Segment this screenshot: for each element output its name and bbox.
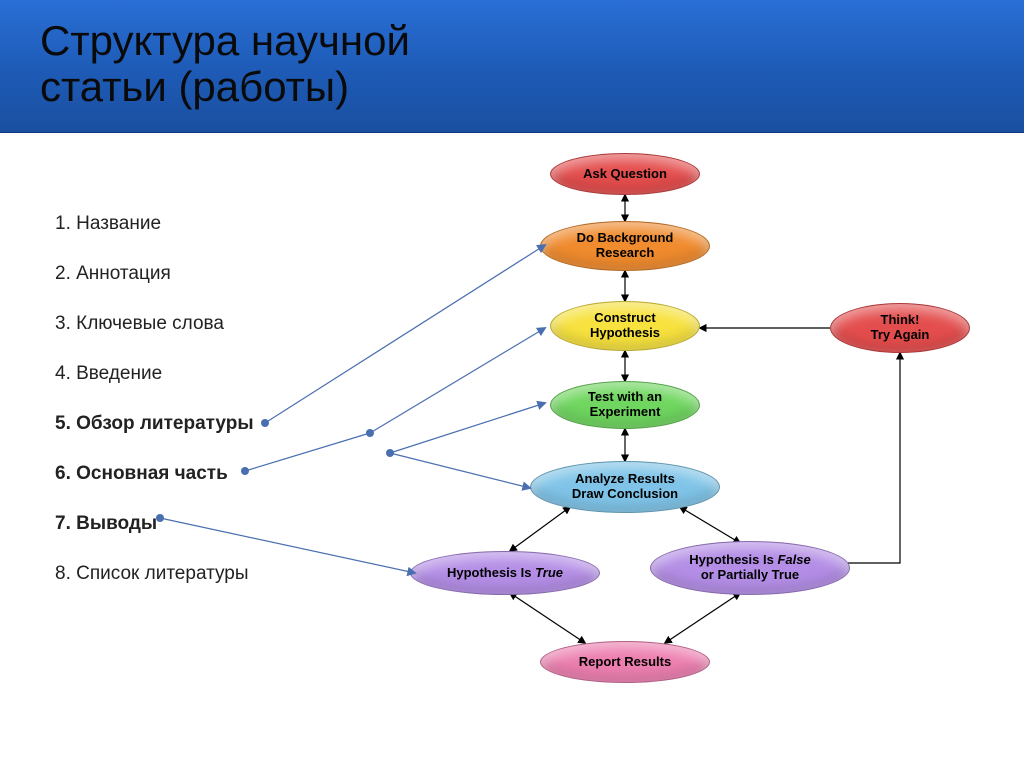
node-label: Analyze ResultsDraw Conclusion — [539, 472, 711, 502]
title-line-2: статьи (работы) — [40, 63, 349, 110]
title-line-1: Структура научной — [40, 17, 410, 64]
list-item-2: 2. Аннотация — [55, 263, 355, 285]
node-hypo: ConstructHypothesis — [550, 301, 700, 351]
slide-header: Структура научной статьи (работы) — [0, 0, 1024, 133]
node-false: Hypothesis Is Falseor Partially True — [650, 541, 850, 595]
list-item-3: 3. Ключевые слова — [55, 313, 355, 335]
node-label: Hypothesis Is True — [419, 566, 591, 581]
list-item-8: 8. Список литературы — [55, 563, 355, 585]
node-analyze: Analyze ResultsDraw Conclusion — [530, 461, 720, 513]
node-ask: Ask Question — [550, 153, 700, 195]
list-item-4: 4. Введение — [55, 363, 355, 385]
list-item-5: 5. Обзор литературы — [55, 413, 355, 435]
node-test: Test with anExperiment — [550, 381, 700, 429]
list-item-1: 1. Название — [55, 213, 355, 235]
node-think: Think!Try Again — [830, 303, 970, 353]
list-item-6: 6. Основная часть — [55, 463, 355, 485]
node-research: Do BackgroundResearch — [540, 221, 710, 271]
node-label: ConstructHypothesis — [559, 311, 691, 341]
node-report: Report Results — [540, 641, 710, 683]
node-label: Do BackgroundResearch — [549, 231, 701, 261]
slide-content: 1. Название 2. Аннотация 3. Ключевые слова… — [0, 133, 1024, 733]
node-label: Think!Try Again — [839, 313, 961, 343]
list-item-7: 7. Выводы — [55, 513, 355, 535]
node-label: Hypothesis Is Falseor Partially True — [659, 553, 841, 583]
node-label: Report Results — [549, 655, 701, 670]
slide-title: Структура научной статьи (работы) — [40, 18, 984, 110]
node-label: Test with anExperiment — [559, 390, 691, 420]
scientific-method-flowchart: Ask Question Do BackgroundResearch Constru… — [350, 143, 990, 723]
node-true: Hypothesis Is True — [410, 551, 600, 595]
node-label: Ask Question — [559, 167, 691, 182]
article-structure-list: 1. Название 2. Аннотация 3. Ключевые слова… — [55, 213, 355, 613]
